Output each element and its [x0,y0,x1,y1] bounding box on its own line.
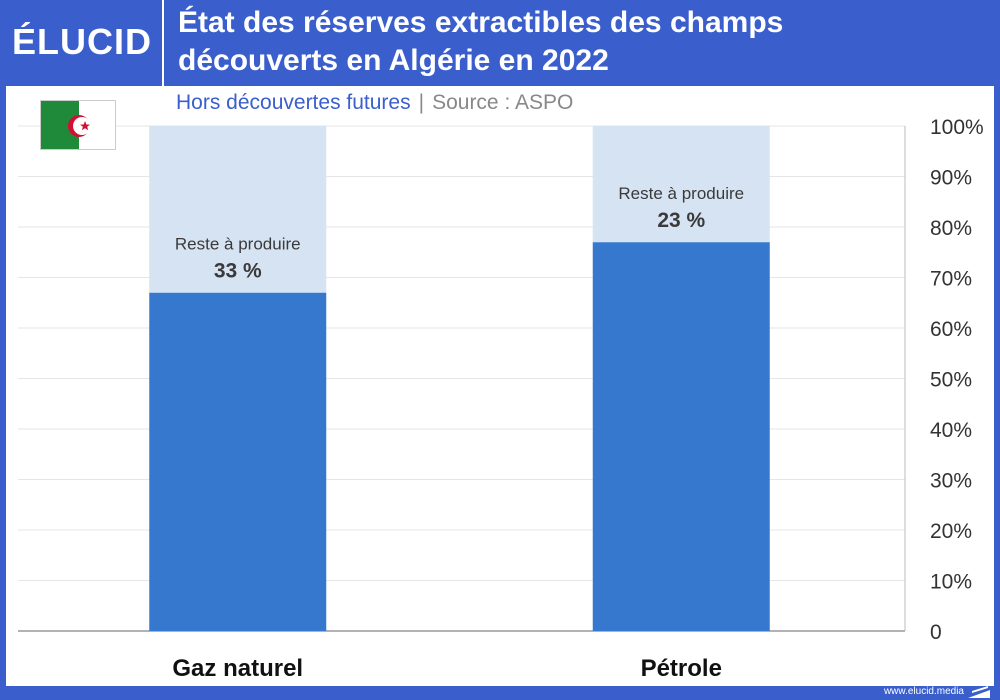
y-tick-label: 30% [930,470,972,493]
y-tick-label: 50% [930,369,972,392]
bar-segment-produced [149,292,327,631]
y-tick-label: 90% [930,167,972,190]
y-tick-label: 100% [930,116,984,139]
brand-logo: ÉLUCID [12,21,152,62]
x-category-label: Pétrole [641,655,722,682]
y-tick-label: 60% [930,318,972,341]
title-line-1: État des réserves extractibles des champ… [178,6,784,39]
brand-mark-icon [968,686,990,698]
chart-title: État des réserves extractibles des champ… [178,4,978,80]
algeria-flag-icon [40,100,116,150]
header: ÉLUCID État des réserves extractibles de… [0,0,1000,86]
source-text: Source : ASPO [432,91,574,114]
bar-segment-remaining [149,126,327,293]
y-tick-label: 70% [930,268,972,291]
footer-url: www.elucid.media [883,686,964,697]
data-label-text: Reste à produire [618,184,744,203]
subtitle: Hors découvertes futures | Source : ASPO [176,90,573,116]
header-divider [162,0,164,86]
subtitle-separator: | [418,91,425,114]
bar-segment-produced [592,242,770,631]
subtitle-text: Hors découvertes futures [176,91,411,114]
y-tick-label: 20% [930,520,972,543]
data-label-value: 33 % [214,260,262,283]
bar-segment-remaining [592,126,770,243]
y-tick-label: 0 [930,621,942,644]
y-tick-label: 10% [930,571,972,594]
data-label-text: Reste à produire [175,235,301,254]
x-category-label: Gaz naturel [172,655,303,682]
title-line-2: découverts en Algérie en 2022 [178,44,609,77]
y-tick-label: 80% [930,217,972,240]
data-label-value: 23 % [657,209,705,232]
y-tick-label: 40% [930,419,972,442]
